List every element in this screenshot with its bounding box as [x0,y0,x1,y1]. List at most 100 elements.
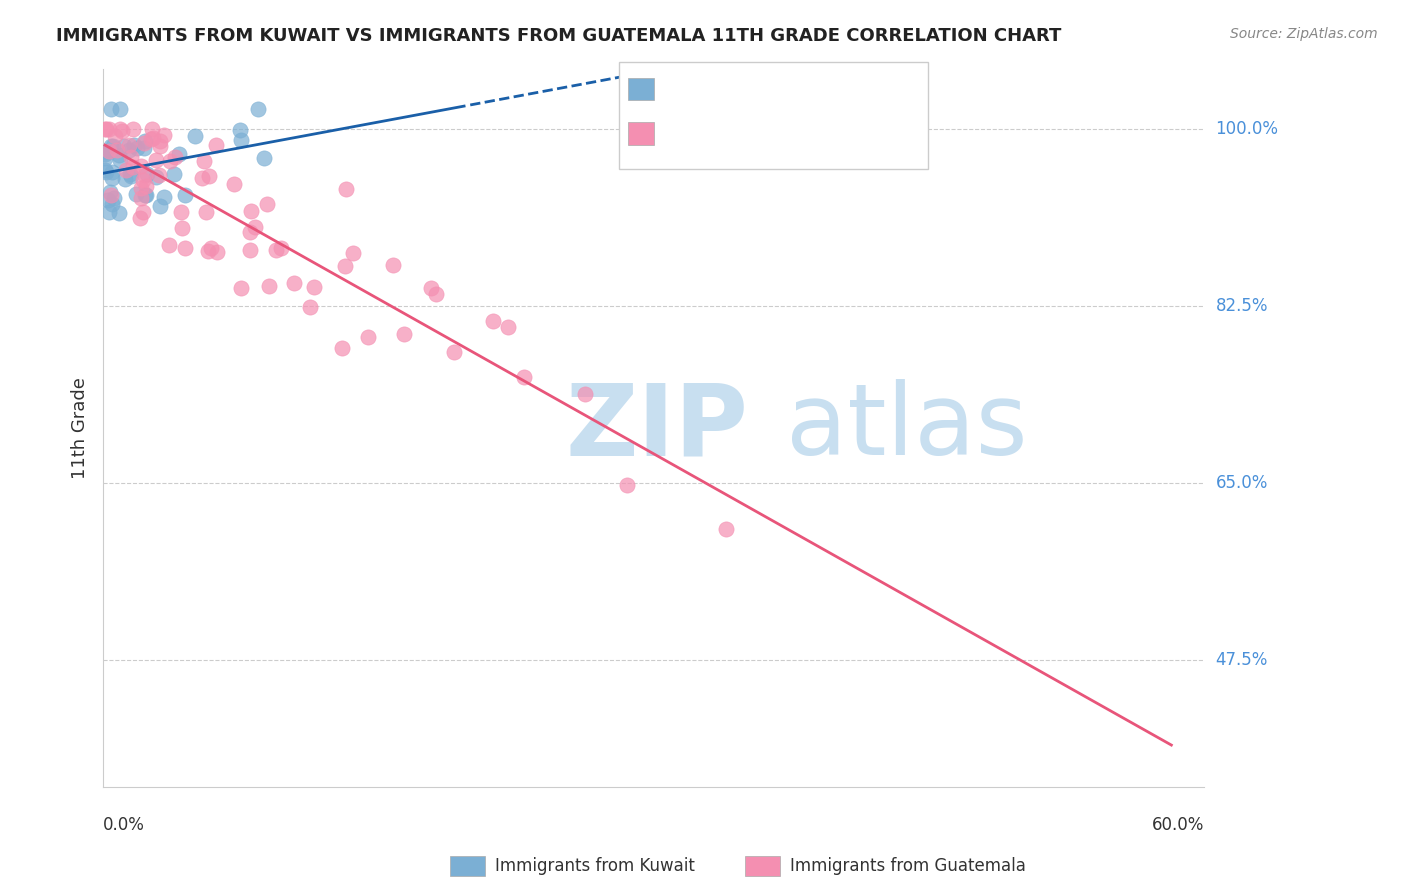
Text: R = -0.514   N = 74: R = -0.514 N = 74 [664,123,855,141]
Text: Immigrants from Guatemala: Immigrants from Guatemala [790,857,1026,875]
Point [259,279,281,293]
Point [174,188,197,202]
Text: 47.5%: 47.5% [1216,651,1268,670]
Point [163,167,186,181]
Point [134,187,156,202]
Point [253,152,276,166]
Point [239,226,262,240]
Point [118,143,141,157]
Point [264,243,287,257]
Point [174,241,197,255]
Point [191,171,214,186]
Point [152,128,174,142]
Point [100,139,122,153]
Point [94,122,117,136]
Point [231,281,253,295]
Point [94,164,117,178]
Point [342,246,364,260]
Point [197,244,219,258]
Point [108,205,131,219]
Point [103,138,125,153]
Point [170,204,193,219]
Point [145,153,167,167]
Point [98,122,121,136]
Point [98,205,121,219]
Point [100,170,122,185]
Point [184,129,207,144]
Point [167,146,190,161]
Point [149,139,172,153]
Point [108,102,131,116]
Text: IMMIGRANTS FROM KUWAIT VS IMMIGRANTS FROM GUATEMALA 11TH GRADE CORRELATION CHART: IMMIGRANTS FROM KUWAIT VS IMMIGRANTS FRO… [56,27,1062,45]
Point [204,138,226,153]
Point [132,204,155,219]
Point [118,167,141,181]
Point [193,153,215,168]
Point [125,186,148,201]
Point [110,122,132,136]
Point [129,181,152,195]
Point [97,193,120,207]
Point [283,276,305,290]
Point [100,187,122,202]
Point [200,242,222,256]
Point [482,314,505,328]
Point [134,141,156,155]
Point [163,151,186,165]
Point [172,220,194,235]
Point [148,168,170,182]
Point [159,154,181,169]
Point [96,145,118,160]
Point [135,178,157,193]
Point [194,205,217,219]
Point [239,203,262,218]
Text: atlas: atlas [786,379,1028,476]
Point [132,136,155,151]
Point [127,141,149,155]
Point [152,190,174,204]
Point [112,138,135,153]
Point [132,173,155,187]
Point [224,177,246,191]
Point [159,238,181,252]
Y-axis label: 11th Grade: 11th Grade [72,376,89,479]
Point [302,279,325,293]
Point [101,165,124,179]
Point [115,162,138,177]
Point [129,159,152,173]
Point [135,188,157,202]
Point [498,320,520,334]
Point [97,144,120,158]
Text: Immigrants from Kuwait: Immigrants from Kuwait [495,857,695,875]
Point [149,199,172,213]
Point [120,169,142,184]
Point [94,151,117,165]
Point [145,169,167,184]
Point [141,122,163,136]
Point [118,137,141,152]
Point [105,143,128,157]
Point [94,147,117,161]
Text: 65.0%: 65.0% [1216,475,1268,492]
Point [245,219,267,234]
Point [246,102,269,116]
Point [129,190,152,204]
Point [239,243,262,257]
Point [443,345,465,359]
Text: 0.0%: 0.0% [103,815,145,834]
Point [120,150,142,164]
Point [100,102,122,116]
Point [124,137,146,152]
Point [139,132,162,146]
Point [298,300,321,314]
Point [122,160,145,174]
Point [574,387,596,401]
Point [114,172,136,186]
Point [228,122,250,136]
Point [616,478,638,492]
Point [197,169,219,183]
Point [149,134,172,148]
Point [134,168,156,182]
Text: 100.0%: 100.0% [1216,120,1278,138]
Point [256,196,278,211]
